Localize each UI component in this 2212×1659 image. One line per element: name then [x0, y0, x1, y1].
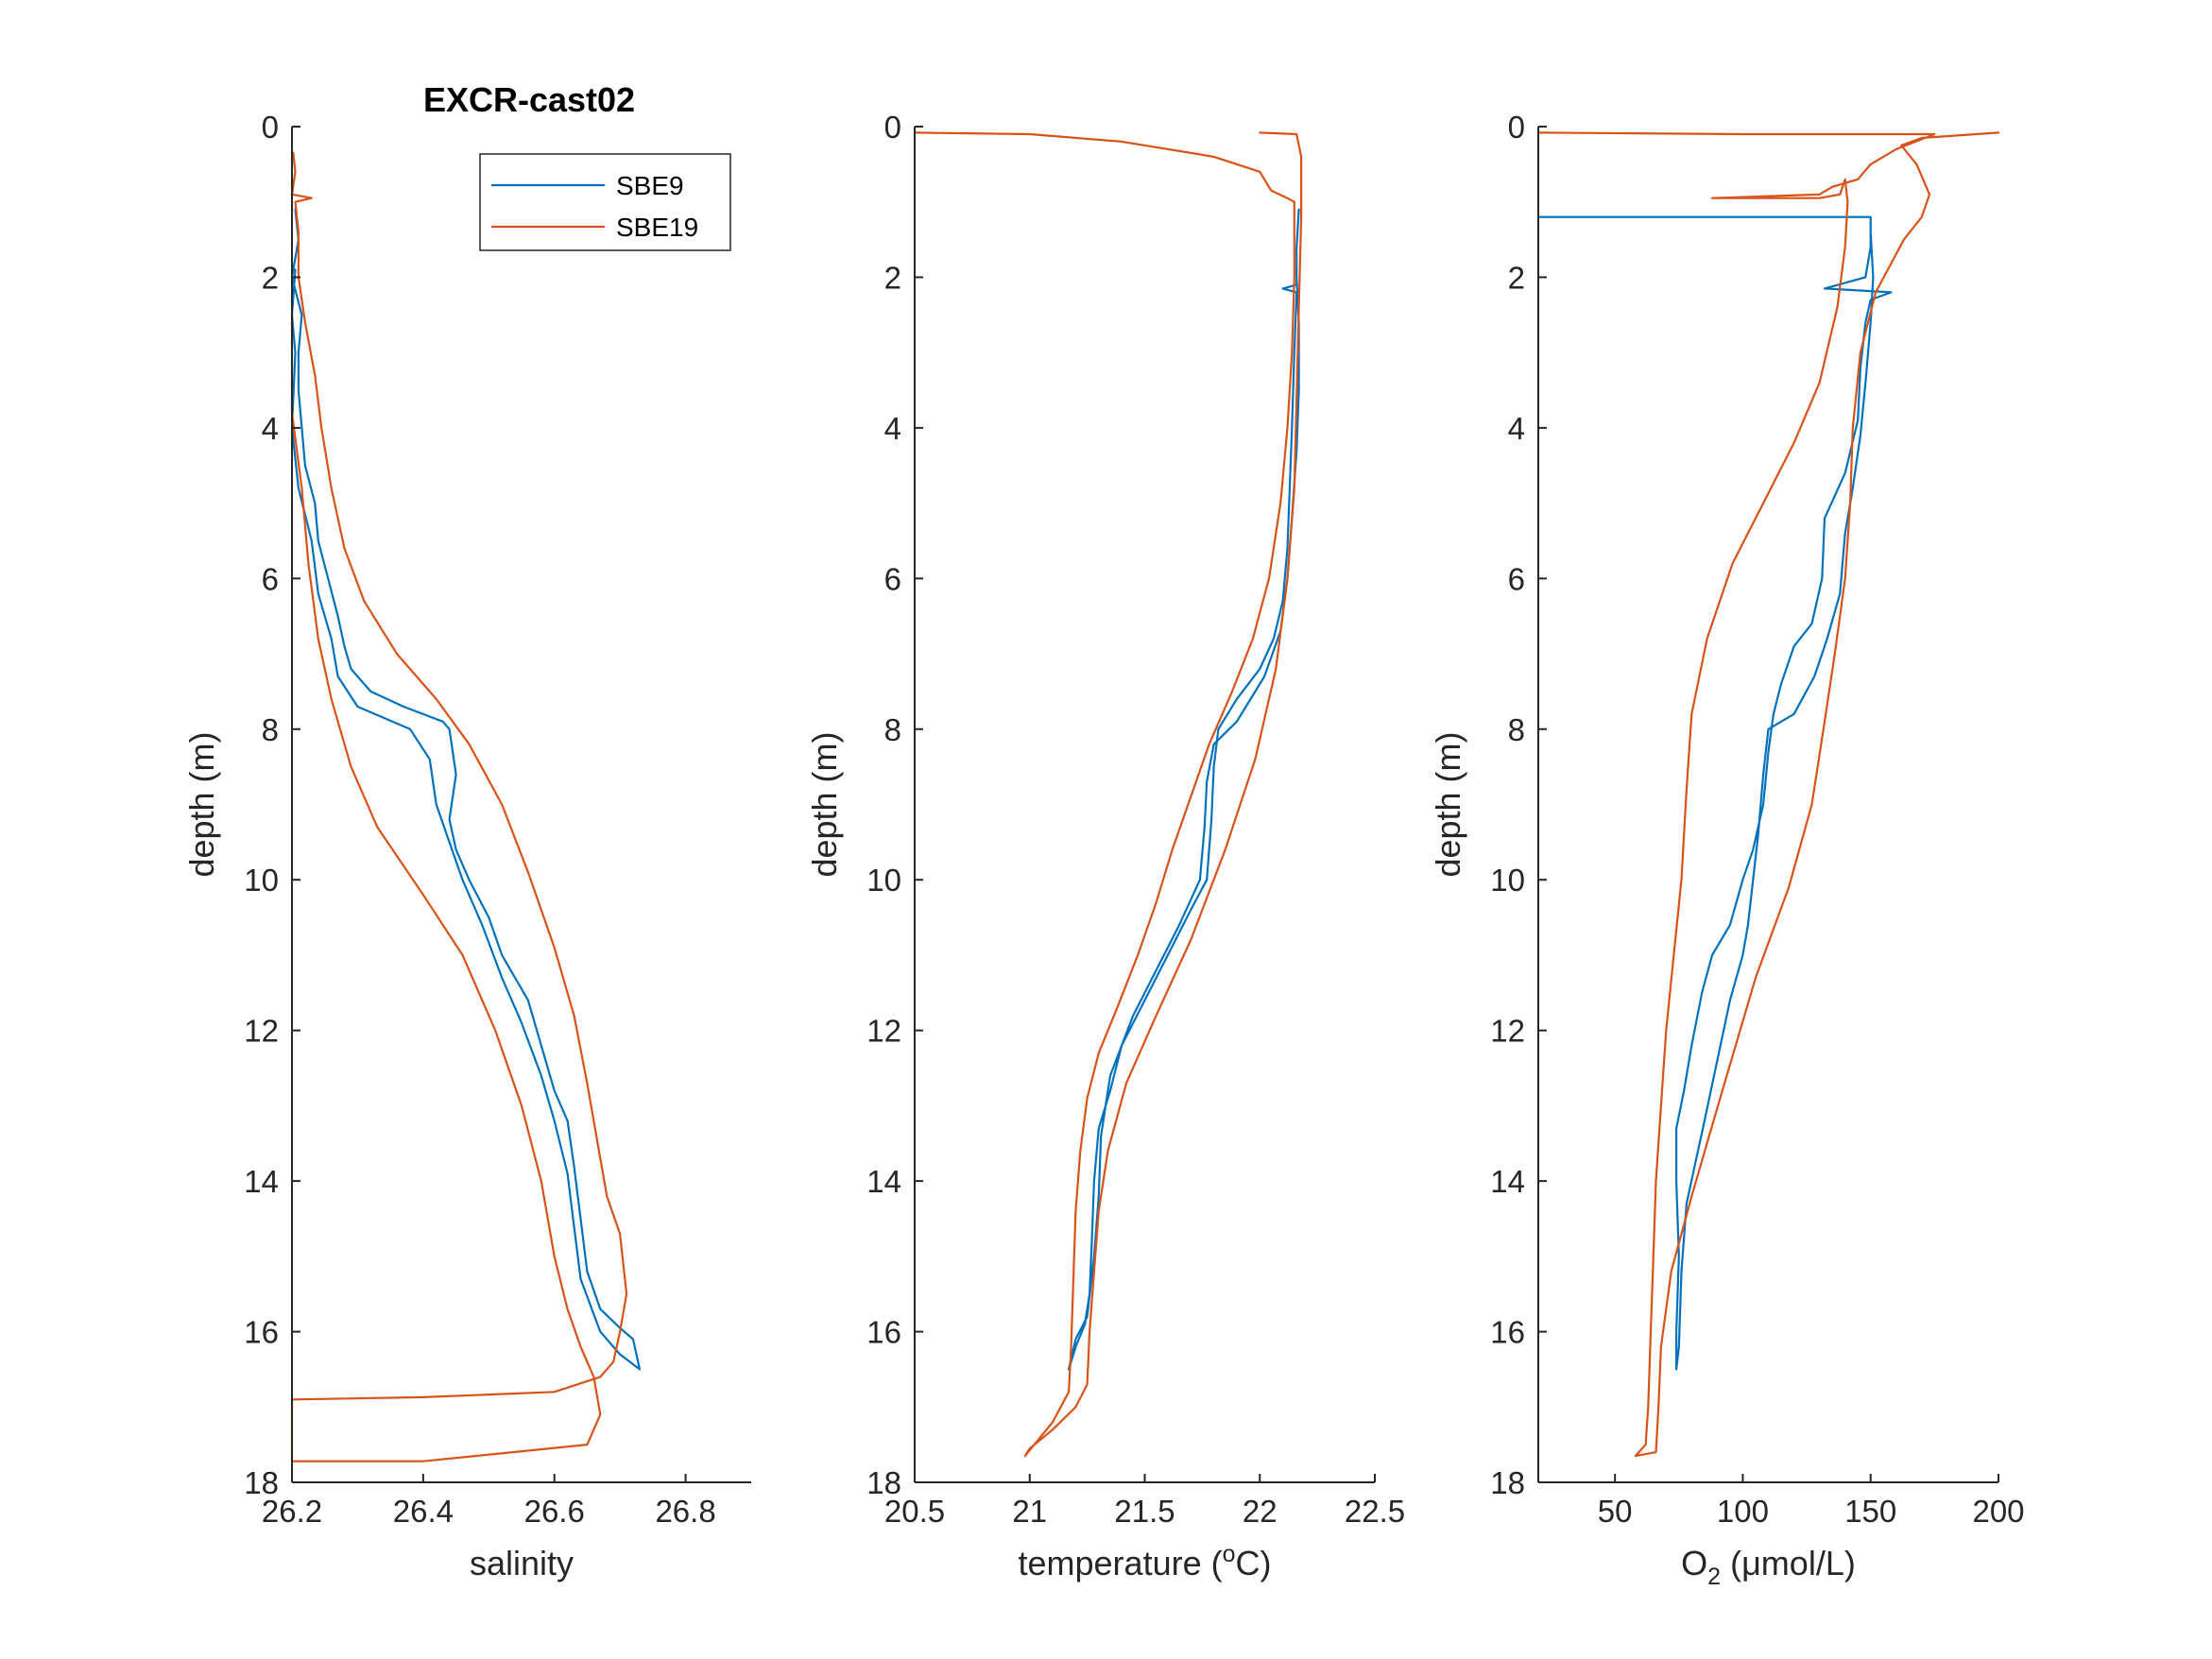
salinity-series-sbe9: [290, 208, 642, 1371]
temperature-series-sbe19: [913, 131, 1303, 1458]
salinity-x-tick-label: 26.8: [655, 1494, 715, 1529]
salinity-y-label: depth (m): [182, 731, 221, 877]
temperature-x-tick-label: 21.5: [1114, 1494, 1175, 1529]
oxygen-y-tick-label: 4: [1508, 411, 1525, 446]
legend-label-sbe19: SBE19: [616, 213, 698, 242]
temperature-y-tick-label: 6: [884, 561, 901, 596]
temperature-x-tick-label: 22: [1243, 1494, 1277, 1529]
salinity-x-tick-label: 26.6: [524, 1494, 585, 1529]
oxygen-series-sbe9: [1536, 215, 1893, 1371]
temperature-y-label: depth (m): [805, 731, 844, 877]
legend: SBE9 SBE19: [479, 153, 731, 251]
salinity-y-tick-label: 2: [262, 260, 279, 295]
temperature-y-tick-label: 18: [866, 1465, 901, 1500]
salinity-y-tick-label: 16: [244, 1315, 279, 1350]
temperature-y-tick-label: 8: [884, 712, 901, 747]
temperature-x-tick-label: 21: [1012, 1494, 1047, 1529]
temperature-x-tick-label: 22.5: [1345, 1494, 1405, 1529]
salinity-y-tick-label: 12: [244, 1014, 279, 1049]
oxygen-y-tick-label: 2: [1508, 260, 1525, 295]
oxygen-x-tick-label: 150: [1844, 1494, 1896, 1529]
salinity-y-tick-label: 10: [244, 863, 279, 898]
oxygen-y-tick-label: 0: [1508, 110, 1525, 145]
oxygen-series-sbe19: [1536, 131, 2000, 1458]
temperature-y-tick-label: 0: [884, 110, 901, 145]
salinity-y-tick-label: 4: [262, 411, 279, 446]
salinity-x-tick-label: 26.4: [393, 1494, 454, 1529]
temperature-y-tick-label: 16: [866, 1315, 901, 1350]
temperature-y-tick-label: 4: [884, 411, 901, 446]
salinity-y-tick-label: 18: [244, 1465, 279, 1500]
temperature-series-sbe9: [1067, 208, 1300, 1371]
temperature-y-tick-label: 12: [866, 1014, 901, 1049]
temperature-y-tick-label: 14: [866, 1164, 901, 1199]
legend-label-sbe9: SBE9: [616, 171, 684, 200]
legend-box: [479, 153, 731, 251]
oxygen-x-tick-label: 200: [1972, 1494, 2024, 1529]
oxygen-y-tick-label: 10: [1490, 863, 1525, 898]
salinity-x-tick-label: 26.2: [262, 1494, 322, 1529]
temperature-y-tick-label: 2: [884, 260, 901, 295]
salinity-y-tick-label: 0: [262, 110, 279, 145]
salinity-y-tick-label: 14: [244, 1164, 279, 1199]
chart-title: EXCR-cast02: [423, 80, 635, 119]
salinity-x-label: salinity: [470, 1544, 574, 1582]
oxygen-panel: 0 2 4 6 8 10 12 14 16 18 50 100 150 200 depth (m) O2 (μ…: [1429, 110, 2025, 1590]
oxygen-y-tick-label: 16: [1490, 1315, 1525, 1350]
oxygen-y-tick-label: 18: [1490, 1465, 1525, 1500]
oxygen-y-tick-label: 12: [1490, 1014, 1525, 1049]
salinity-y-tick-label: 6: [262, 561, 279, 596]
oxygen-x-tick-label: 50: [1598, 1494, 1633, 1529]
oxygen-x-label: O2 (μmol/L): [1681, 1544, 1856, 1590]
oxygen-x-tick-label: 100: [1717, 1494, 1769, 1529]
salinity-y-tick-label: 8: [262, 712, 279, 747]
oxygen-y-tick-label: 6: [1508, 561, 1525, 596]
temperature-y-tick-label: 10: [866, 863, 901, 898]
oxygen-y-tick-label: 14: [1490, 1164, 1525, 1199]
temperature-x-label: temperature (oC): [1019, 1541, 1272, 1582]
oxygen-y-label: depth (m): [1429, 731, 1467, 877]
oxygen-y-tick-label: 8: [1508, 712, 1525, 747]
temperature-x-tick-label: 20.5: [884, 1494, 945, 1529]
salinity-series-sbe19: [290, 151, 628, 1462]
